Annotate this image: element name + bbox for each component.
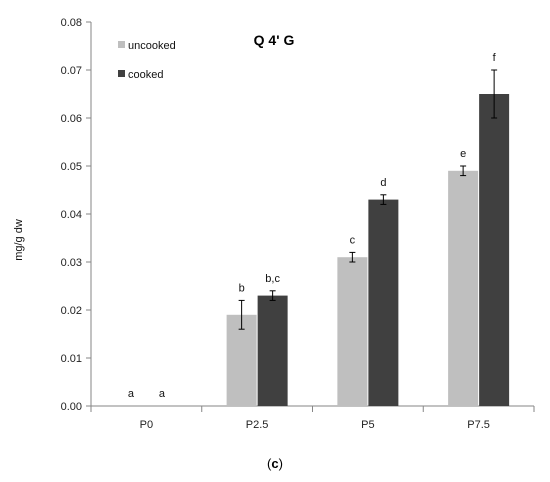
bar-uncooked [226,314,257,406]
x-tick-label: P0 [140,419,153,431]
significance-letter: f [493,52,497,64]
significance-letter: b,c [265,273,280,285]
y-tick-label: 0.03 [61,257,82,269]
y-axis-label: mg/g dw [13,219,25,261]
y-tick-label: 0.06 [61,113,82,125]
axes: 0.00 0.01 0.02 0.03 0.04 0.05 0.06 0.07 0.08 P0 P2… [61,17,535,431]
bar-cooked [479,94,510,406]
bar-cooked [257,295,288,406]
y-tick-label: 0.04 [61,209,82,221]
bar-uncooked [337,257,368,406]
significance-letter: a [128,388,135,400]
legend-swatch-uncooked [118,41,125,48]
legend-label-uncooked: uncooked [128,40,176,52]
bar-uncooked [448,170,479,406]
y-tick-label: 0.05 [61,161,82,173]
x-tick-label: P2.5 [246,419,269,431]
legend-label-cooked: cooked [128,69,163,81]
y-tick-label: 0.08 [61,17,82,29]
significance-letter: e [460,148,466,160]
y-tick-label: 0.01 [61,353,82,365]
bars [226,69,510,406]
y-tick-label: 0.07 [61,65,82,77]
x-tick-label: P5 [361,419,374,431]
chart-title: Q 4' G [254,32,295,48]
bar-cooked [368,199,399,406]
significance-letter: b [239,282,245,294]
x-tick-label: P7.5 [467,419,490,431]
panel-label: (c) [267,456,283,471]
significance-letter: c [350,234,356,246]
y-tick-label: 0.02 [61,305,82,317]
y-tick-label: 0.00 [61,401,82,413]
significance-letter: d [380,177,386,189]
legend-swatch-cooked [118,70,125,77]
labels: a b c e a b,c d f uncooked cooked [118,40,497,400]
significance-letter: a [159,388,166,400]
